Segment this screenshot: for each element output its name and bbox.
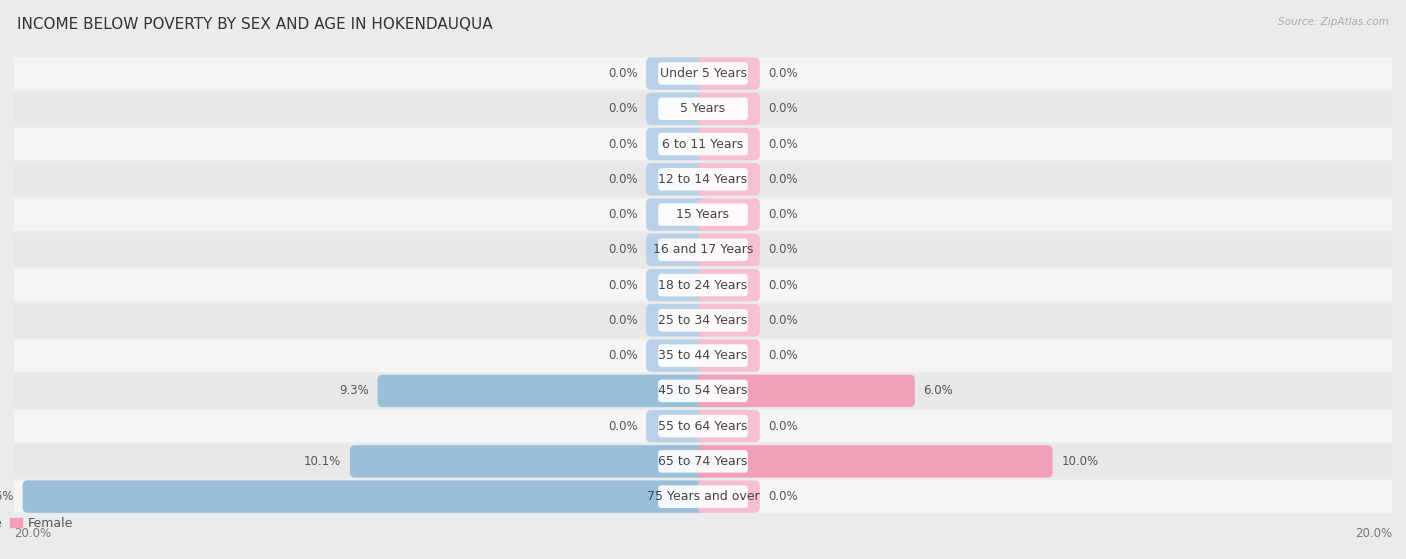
Text: 35 to 44 Years: 35 to 44 Years [658,349,748,362]
FancyBboxPatch shape [14,480,1392,513]
Text: 0.0%: 0.0% [769,349,799,362]
Text: 0.0%: 0.0% [769,243,799,257]
Text: Source: ZipAtlas.com: Source: ZipAtlas.com [1278,17,1389,27]
Text: 0.0%: 0.0% [607,243,637,257]
FancyBboxPatch shape [658,450,748,473]
Text: 10.0%: 10.0% [1062,455,1098,468]
FancyBboxPatch shape [14,445,1392,477]
FancyBboxPatch shape [377,375,709,407]
FancyBboxPatch shape [14,375,1392,407]
Text: 25 to 34 Years: 25 to 34 Years [658,314,748,327]
FancyBboxPatch shape [697,375,915,407]
FancyBboxPatch shape [697,234,759,266]
Text: 0.0%: 0.0% [769,67,799,80]
FancyBboxPatch shape [658,380,748,402]
FancyBboxPatch shape [647,339,709,372]
Text: 10.1%: 10.1% [304,455,342,468]
Text: 20.0%: 20.0% [14,527,51,539]
FancyBboxPatch shape [647,234,709,266]
FancyBboxPatch shape [697,93,759,125]
Text: 75 Years and over: 75 Years and over [647,490,759,503]
FancyBboxPatch shape [647,269,709,301]
Text: Under 5 Years: Under 5 Years [659,67,747,80]
Text: 0.0%: 0.0% [769,173,799,186]
Text: 45 to 54 Years: 45 to 54 Years [658,385,748,397]
FancyBboxPatch shape [697,339,759,372]
FancyBboxPatch shape [647,128,709,160]
FancyBboxPatch shape [697,198,759,231]
FancyBboxPatch shape [350,445,709,477]
FancyBboxPatch shape [14,234,1392,266]
FancyBboxPatch shape [658,133,748,155]
Text: 0.0%: 0.0% [607,67,637,80]
Text: 0.0%: 0.0% [607,138,637,150]
Text: 18 to 24 Years: 18 to 24 Years [658,278,748,292]
FancyBboxPatch shape [14,93,1392,125]
Text: 0.0%: 0.0% [607,314,637,327]
Text: 0.0%: 0.0% [607,349,637,362]
FancyBboxPatch shape [658,274,748,296]
Text: 19.6%: 19.6% [0,490,14,503]
FancyBboxPatch shape [14,198,1392,231]
FancyBboxPatch shape [14,410,1392,442]
Text: 0.0%: 0.0% [769,138,799,150]
Text: 0.0%: 0.0% [769,102,799,115]
FancyBboxPatch shape [647,198,709,231]
Text: 55 to 64 Years: 55 to 64 Years [658,420,748,433]
Text: 0.0%: 0.0% [607,208,637,221]
Text: 5 Years: 5 Years [681,102,725,115]
Text: 15 Years: 15 Years [676,208,730,221]
FancyBboxPatch shape [658,344,748,367]
Text: 6 to 11 Years: 6 to 11 Years [662,138,744,150]
FancyBboxPatch shape [647,304,709,337]
Legend: Male, Female: Male, Female [0,512,77,535]
Text: 0.0%: 0.0% [769,490,799,503]
FancyBboxPatch shape [658,309,748,331]
Text: 65 to 74 Years: 65 to 74 Years [658,455,748,468]
FancyBboxPatch shape [697,445,1053,477]
FancyBboxPatch shape [658,415,748,437]
Text: 0.0%: 0.0% [769,420,799,433]
Text: 6.0%: 6.0% [924,385,953,397]
FancyBboxPatch shape [697,410,759,442]
FancyBboxPatch shape [647,163,709,196]
FancyBboxPatch shape [658,203,748,226]
FancyBboxPatch shape [658,239,748,261]
FancyBboxPatch shape [14,58,1392,90]
Text: 0.0%: 0.0% [607,173,637,186]
Text: 0.0%: 0.0% [607,102,637,115]
FancyBboxPatch shape [14,269,1392,301]
Text: 20.0%: 20.0% [1355,527,1392,539]
FancyBboxPatch shape [697,58,759,90]
FancyBboxPatch shape [647,410,709,442]
Text: 12 to 14 Years: 12 to 14 Years [658,173,748,186]
FancyBboxPatch shape [697,269,759,301]
FancyBboxPatch shape [647,58,709,90]
FancyBboxPatch shape [697,480,759,513]
FancyBboxPatch shape [697,304,759,337]
FancyBboxPatch shape [697,163,759,196]
Text: 16 and 17 Years: 16 and 17 Years [652,243,754,257]
FancyBboxPatch shape [658,62,748,85]
Text: 9.3%: 9.3% [339,385,368,397]
Text: 0.0%: 0.0% [769,208,799,221]
Text: 0.0%: 0.0% [769,278,799,292]
FancyBboxPatch shape [658,168,748,191]
FancyBboxPatch shape [647,93,709,125]
FancyBboxPatch shape [658,97,748,120]
Text: 0.0%: 0.0% [607,420,637,433]
FancyBboxPatch shape [22,480,709,513]
FancyBboxPatch shape [658,485,748,508]
FancyBboxPatch shape [14,339,1392,372]
Text: INCOME BELOW POVERTY BY SEX AND AGE IN HOKENDAUQUA: INCOME BELOW POVERTY BY SEX AND AGE IN H… [17,17,492,32]
FancyBboxPatch shape [14,163,1392,196]
Text: 0.0%: 0.0% [769,314,799,327]
FancyBboxPatch shape [14,128,1392,160]
FancyBboxPatch shape [697,128,759,160]
FancyBboxPatch shape [14,304,1392,337]
Text: 0.0%: 0.0% [607,278,637,292]
